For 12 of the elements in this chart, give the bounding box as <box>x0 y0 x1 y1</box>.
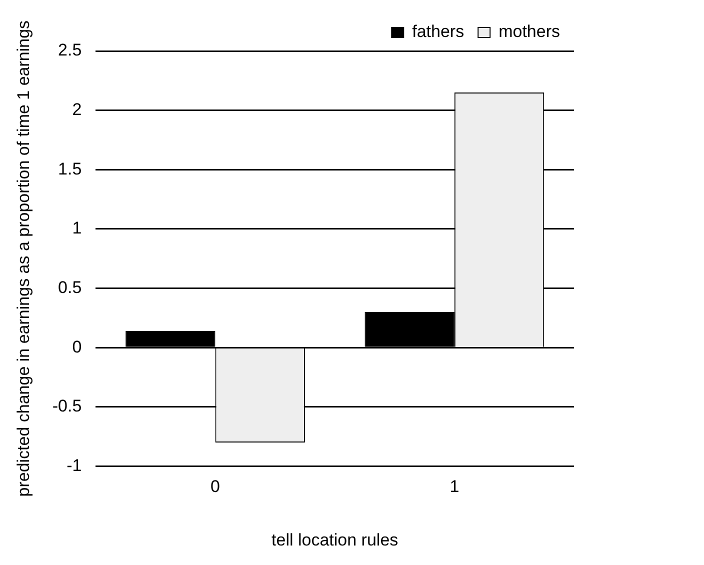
y-tick-label: 2.5 <box>58 40 82 60</box>
y-tick-label: 1 <box>72 218 82 238</box>
y-axis-title: predicted change in earnings as a proportion of time 1 earnings <box>14 20 33 497</box>
y-tick-label: 1.5 <box>58 159 82 178</box>
y-tick-label: -1 <box>66 456 82 475</box>
x-axis-title: tell location rules <box>272 530 398 550</box>
legend-label: fathers <box>412 22 464 42</box>
y-tick-label: 2 <box>72 100 82 119</box>
legend-label: mothers <box>498 22 560 42</box>
y-tick-label: 0.5 <box>58 278 82 297</box>
y-tick-label: 0 <box>72 337 82 356</box>
y-tick-label: -0.5 <box>52 396 82 416</box>
